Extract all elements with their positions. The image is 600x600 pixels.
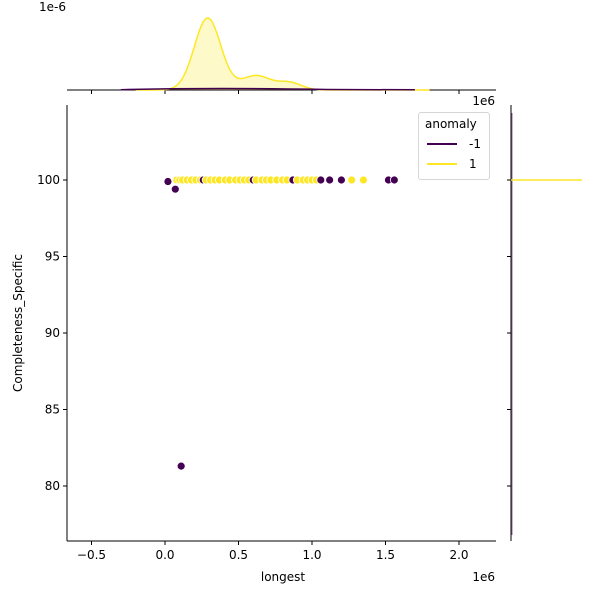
scatter-point	[176, 461, 186, 471]
legend-line-icon	[427, 163, 457, 165]
scatter-point	[170, 184, 180, 194]
scatter-point	[359, 175, 368, 185]
scatter-point	[163, 177, 173, 186]
main-scatter-axes: −0.5 0.0 0.5 1.0 1.5 2.0 80 85 90 95 100	[37, 105, 496, 562]
y-axis-label: Completeness_Specific	[11, 254, 25, 392]
legend-entry-neg1: -1	[427, 137, 481, 151]
scatter-point	[316, 175, 326, 185]
x-tick-label: 1.5	[376, 548, 395, 562]
kde-curve-neg1	[120, 87, 415, 91]
x-axis-label: longest	[261, 570, 306, 584]
x-tick-label: −0.5	[77, 548, 106, 562]
legend-entry-1: 1	[427, 157, 477, 171]
x-offset-label: 1e6	[472, 570, 495, 584]
legend-title: anomaly	[425, 117, 477, 131]
legend: anomaly -1 1	[418, 112, 490, 180]
legend-label: 1	[469, 157, 477, 171]
top-marginal-x-offset-label: 1e6	[472, 94, 495, 108]
top-marginal-offset-label: 1e-6	[39, 0, 66, 14]
x-tick-label: 0.5	[229, 548, 248, 562]
scatter-point	[347, 175, 357, 185]
x-tick-label: 2.0	[449, 548, 468, 562]
top-marginal-kde	[67, 17, 496, 94]
y-tick-label: 90	[45, 326, 60, 340]
scatter-point	[336, 175, 346, 185]
scatter-point	[325, 175, 335, 185]
kde-curve-1	[135, 17, 430, 91]
legend-label: -1	[469, 137, 481, 151]
scatter-point	[389, 175, 399, 185]
right-marginal-kde	[507, 105, 582, 541]
y-tick-label: 95	[45, 250, 60, 264]
y-tick-label: 100	[37, 173, 60, 187]
y-tick-label: 85	[45, 403, 60, 417]
x-tick-label: 1.0	[302, 548, 321, 562]
y-tick-label: 80	[45, 479, 60, 493]
legend-line-icon	[427, 143, 457, 145]
x-tick-label: 0.0	[155, 548, 174, 562]
